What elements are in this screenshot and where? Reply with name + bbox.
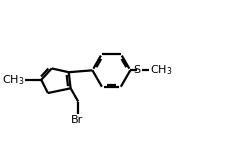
- Text: CH$_3$: CH$_3$: [150, 63, 173, 77]
- Text: S: S: [133, 65, 141, 75]
- Text: Br: Br: [71, 115, 83, 125]
- Text: CH$_3$: CH$_3$: [2, 73, 24, 87]
